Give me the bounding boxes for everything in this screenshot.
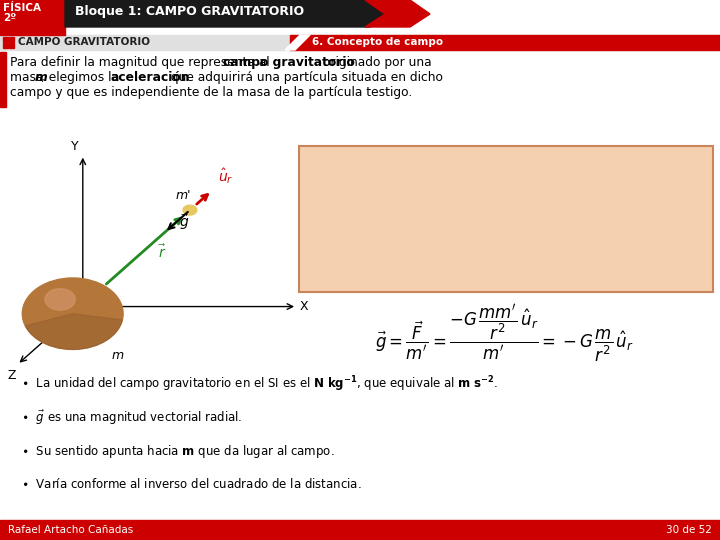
- Text: m: m: [35, 71, 48, 84]
- Text: originado por una: originado por una: [319, 56, 432, 69]
- Bar: [3, 37, 8, 42]
- Text: colocada en dicho punto:: colocada en dicho punto:: [320, 260, 460, 270]
- Text: que adquirirá una partícula situada en dicho: que adquirirá una partícula situada en d…: [167, 71, 444, 84]
- Text: $\vec{r}$: $\vec{r}$: [158, 244, 166, 261]
- Polygon shape: [65, 0, 390, 27]
- Text: 30 de 52: 30 de 52: [666, 525, 712, 535]
- Text: $\bullet$  Su sentido apunta hacia $\mathbf{m}$ que da lugar al campo.: $\bullet$ Su sentido apunta hacia $\math…: [22, 443, 335, 460]
- Text: m: m: [112, 349, 124, 362]
- Bar: [290, 35, 720, 50]
- Bar: [0, 0, 720, 35]
- Text: $\vec{g}$: $\vec{g}$: [179, 213, 190, 232]
- Text: punto es la magnitud que define el campo: punto es la magnitud que define el campo: [320, 176, 557, 186]
- Text: X: X: [300, 300, 308, 313]
- Text: FÍSICA: FÍSICA: [3, 3, 41, 13]
- Circle shape: [22, 278, 123, 349]
- Bar: [0, 0, 65, 35]
- Text: $\hat{u}_r$: $\hat{u}_r$: [218, 166, 234, 186]
- Polygon shape: [365, 0, 430, 27]
- Bar: [0, 520, 720, 540]
- Text: , elegimos la: , elegimos la: [41, 71, 122, 84]
- Text: $\bullet$  $\vec{g}$ es una magnitud vectorial radial.: $\bullet$ $\vec{g}$ es una magnitud vect…: [22, 409, 243, 427]
- Text: 2º: 2º: [3, 13, 17, 23]
- Bar: [3, 43, 8, 48]
- Circle shape: [183, 205, 197, 215]
- Text: aceleración: aceleración: [110, 71, 189, 84]
- Wedge shape: [25, 314, 122, 349]
- Text: $\bullet$  Varía conforme al inverso del cuadrado de la distancia.: $\bullet$ Varía conforme al inverso del …: [22, 477, 362, 491]
- Text: Z: Z: [8, 369, 17, 382]
- Bar: [9, 43, 14, 48]
- Text: $\bullet$  La unidad del campo gravitatorio en el SI es el $\mathbf{N\ kg^{-1}}$: $\bullet$ La unidad del campo gravitator…: [22, 375, 499, 394]
- Text: gravitatorio desde el punto de vista dinámico y: gravitatorio desde el punto de vista din…: [320, 197, 584, 207]
- Bar: [9, 37, 14, 42]
- Text: CAMPO GRAVITATORIO: CAMPO GRAVITATORIO: [18, 37, 150, 47]
- Text: La $\mathbf{intensidad\ del\ campo\ gravitatorio,}$ $\vec{g}$, en un: La $\mathbf{intensidad\ del\ campo\ grav…: [320, 156, 606, 171]
- Bar: [0, 52, 6, 107]
- Text: Rafael Artacho Cañadas: Rafael Artacho Cañadas: [8, 525, 133, 535]
- Text: masa: masa: [10, 71, 48, 84]
- Text: Y: Y: [71, 140, 79, 153]
- Text: $\vec{g} = \dfrac{\vec{F}}{m'} = \dfrac{-G\,\dfrac{mm'}{r^2}\,\hat{u}_r}{m'} = -: $\vec{g} = \dfrac{\vec{F}}{m'} = \dfrac{…: [374, 302, 634, 364]
- Text: 6. Concepto de campo: 6. Concepto de campo: [312, 37, 443, 47]
- Text: Para definir la magnitud que representa al: Para definir la magnitud que representa …: [10, 56, 274, 69]
- Bar: [0, 35, 720, 50]
- Text: que puede considerarse como la fuerza que: que puede considerarse como la fuerza qu…: [320, 218, 565, 228]
- Polygon shape: [285, 35, 310, 50]
- Text: campo y que es independiente de la masa de la partícula testigo.: campo y que es independiente de la masa …: [10, 86, 413, 99]
- Text: m': m': [176, 190, 192, 202]
- Text: Bloque 1: CAMPO GRAVITATORIO: Bloque 1: CAMPO GRAVITATORIO: [75, 5, 304, 18]
- Text: campo gravitatorio: campo gravitatorio: [223, 56, 355, 69]
- Circle shape: [45, 289, 76, 310]
- Text: actuaría sobre la unidad de masa testigo: actuaría sobre la unidad de masa testigo: [320, 239, 549, 249]
